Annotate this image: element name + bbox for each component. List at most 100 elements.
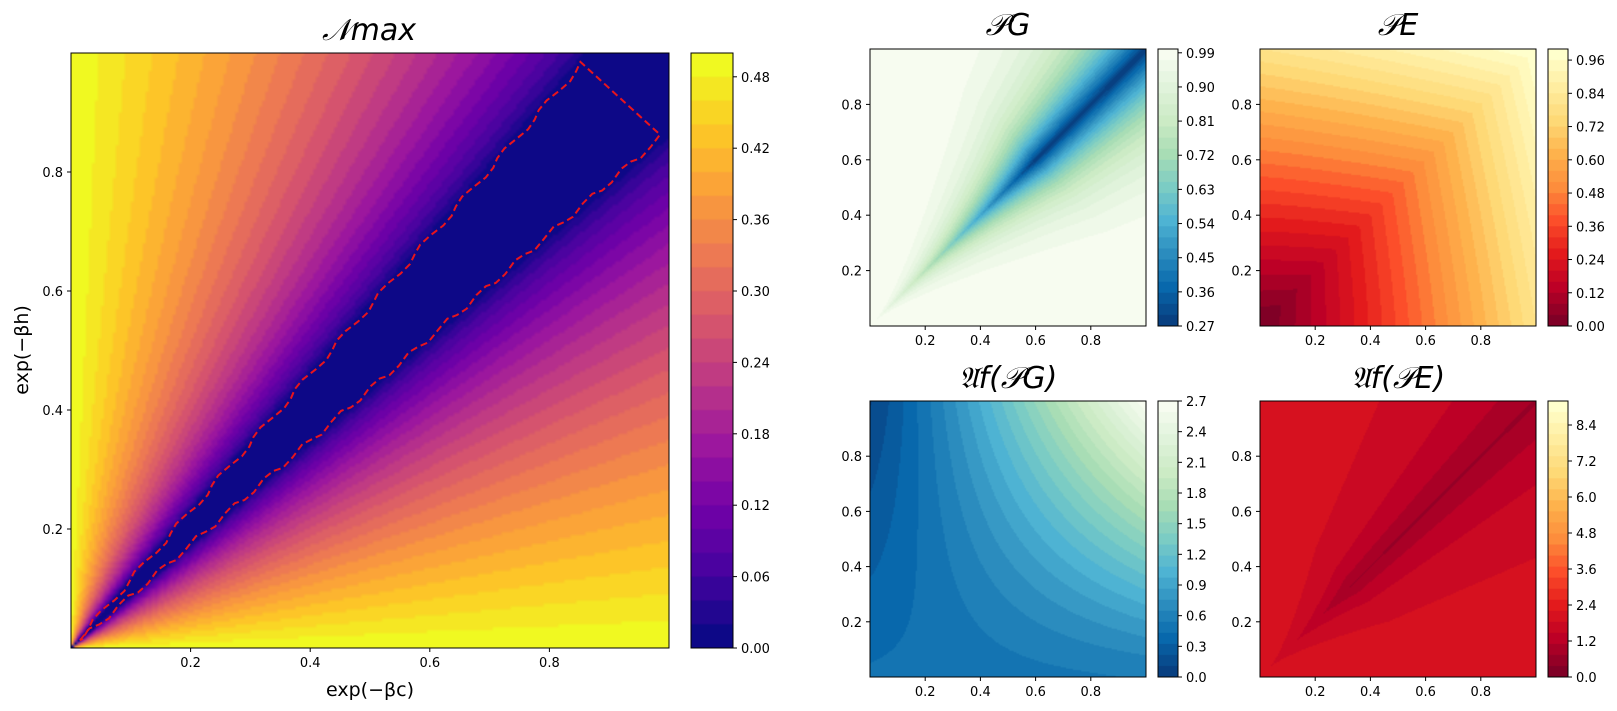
afpe-y-tick-label: 0.8 [1231,450,1252,465]
afpg-colorbar-tick-label: 0.6 [1186,610,1207,625]
pe-colorbar-frame [1547,48,1569,327]
afpe-colorbar-tick-label: 3.6 [1576,563,1597,578]
afpe-colorbar-tick-label: 8.4 [1576,419,1597,434]
pg-colorbar-tick-label: 0.81 [1186,115,1215,130]
nmax-y-tick-label: 0.8 [42,166,63,181]
pe-colorbar [1548,49,1568,326]
afpg-x-ticks: 0.2 0.4 0.6 0.8 [915,677,1101,700]
pe-y-tick-label: 0.2 [1231,265,1252,280]
pe-x-tick-label: 0.6 [1415,334,1436,349]
pg-colorbar-tick-label: 0.72 [1186,149,1215,164]
pe-colorbar-tick-label: 0.24 [1576,254,1605,269]
pg-colorbar-tick-label: 0.36 [1186,286,1215,301]
pg-colorbar-ticks: 0.27 0.36 0.45 0.54 0.63 0.72 0.81 0.90 0.99 [1178,47,1215,335]
pg-colorbar-tick-label: 0.27 [1186,320,1215,335]
nmax-y-tick-label: 0.4 [42,404,63,419]
afpg-colorbar-tick-label: 2.4 [1186,426,1207,441]
nmax-y-tick-label: 0.2 [42,523,63,538]
pg-x-tick-label: 0.4 [970,334,991,349]
pg-colorbar-tick-label: 0.63 [1186,183,1215,198]
pg-y-tick-label: 0.6 [841,154,862,169]
afpg-colorbar-tick-label: 0.9 [1186,579,1207,594]
pg-colorbar [1158,49,1178,326]
pe-y-tick-label: 0.8 [1231,98,1252,113]
afpe-title: 𝔄f(𝒫E) [1351,361,1445,396]
afpe-y-tick-label: 0.6 [1231,505,1252,520]
afpe-colorbar-tick-label: 0.0 [1576,671,1597,686]
afpe-x-tick-label: 0.4 [1360,685,1381,700]
nmax-y-ticks: 0.2 0.4 0.6 0.8 [42,166,71,538]
afpg-colorbar-ticks: 0.0 0.3 0.6 0.9 1.2 1.5 1.8 2.1 2.4 2.7 [1178,395,1207,686]
pg-frame [869,48,1147,327]
pe-colorbar-tick-label: 0.60 [1576,154,1605,169]
pe-x-tick-label: 0.2 [1305,334,1326,349]
nmax-x-label: exp(−βc) [326,679,414,701]
afpg-colorbar-frame [1157,400,1179,678]
pe-title: 𝒫E [1378,8,1419,43]
pg-x-tick-label: 0.2 [915,334,936,349]
pe-y-tick-label: 0.4 [1231,209,1252,224]
nmax-colorbar-tick-label: 0.06 [741,571,770,586]
pe-colorbar-tick-label: 0.48 [1576,187,1605,202]
nmax-colorbar-frame [690,52,734,649]
pg-colorbar-tick-label: 0.45 [1186,252,1215,267]
afpe-colorbar-tick-label: 4.8 [1576,527,1597,542]
nmax-y-tick-label: 0.6 [42,285,63,300]
pe-x-tick-label: 0.4 [1360,334,1381,349]
pe-heatmap [1260,49,1536,326]
panel-nmax: 𝒩max 0.2 0.4 0.6 0.8 0.20.40.60.8 exp(−βc) … [11,13,770,701]
afpg-colorbar [1158,401,1178,677]
afpe-y-ticks: 0.2 0.4 0.6 0.8 [1231,450,1260,631]
afpg-colorbar-tick-label: 2.7 [1186,395,1207,410]
afpe-x-tick-label: 0.8 [1470,685,1491,700]
pg-colorbar-tick-label: 0.99 [1186,47,1215,62]
pg-x-tick-label: 0.6 [1025,334,1046,349]
afpg-colorbar-tick-label: 1.8 [1186,487,1207,502]
nmax-colorbar-tick-label: 0.24 [741,356,770,371]
afpe-colorbar-tick-label: 6.0 [1576,491,1597,506]
pg-colorbar-frame [1157,48,1179,327]
pg-x-ticks: 0.2 0.4 0.6 0.8 [915,326,1101,349]
afpe-y-tick-label: 0.4 [1231,561,1252,576]
pe-frame [1259,48,1537,327]
afpg-x-tick-label: 0.2 [915,685,936,700]
afpe-x-ticks: 0.2 0.4 0.6 0.8 [1305,677,1491,700]
afpg-x-tick-label: 0.6 [1025,685,1046,700]
nmax-y-label: exp(−βh) [11,305,33,395]
nmax-colorbar [691,53,733,648]
pg-y-tick-label: 0.4 [841,209,862,224]
pe-colorbar-ticks: 0.00 0.12 0.24 0.36 0.48 0.60 0.72 0.84 0.96 [1568,54,1605,335]
pg-colorbar-tick-label: 0.90 [1186,81,1215,96]
nmax-x-tick-label: 0.4 [300,656,321,671]
pe-x-tick-label: 0.8 [1470,334,1491,349]
nmax-colorbar-tick-label: 0.12 [741,499,770,514]
afpe-colorbar-frame [1547,400,1569,678]
nmax-title: 𝒩max [322,13,416,48]
afpe-frame [1259,400,1537,678]
nmax-colorbar-tick-label: 0.36 [741,214,770,229]
afpg-colorbar-tick-label: 0.3 [1186,640,1207,655]
panel-pe: 𝒫E 0.2 0.4 0.6 0.8 0.2 0.4 0.6 0.8 0.00 0.12 0.2… [1231,8,1605,349]
afpg-colorbar-tick-label: 1.2 [1186,548,1207,563]
nmax-x-tick-label: 0.2 [180,656,201,671]
pe-y-tick-label: 0.6 [1231,154,1252,169]
pe-colorbar-tick-label: 0.96 [1576,54,1605,69]
afpg-colorbar-tick-label: 0.0 [1186,671,1207,686]
afpg-heatmap [870,401,1146,677]
afpg-y-tick-label: 0.2 [841,616,862,631]
pe-colorbar-tick-label: 0.84 [1576,87,1605,102]
pg-colorbar-tick-label: 0.54 [1186,218,1215,233]
nmax-x-ticks: 0.2 0.4 0.6 0.8 [180,648,560,671]
pe-colorbar-tick-label: 0.12 [1576,287,1605,302]
pg-x-tick-label: 0.8 [1080,334,1101,349]
pg-y-tick-label: 0.2 [841,265,862,280]
nmax-colorbar-tick-label: 0.42 [741,142,770,157]
afpg-colorbar-tick-label: 2.1 [1186,456,1207,471]
afpg-y-tick-label: 0.8 [841,450,862,465]
afpg-colorbar-tick-label: 1.5 [1186,518,1207,533]
pe-y-ticks: 0.2 0.4 0.6 0.8 [1231,98,1260,280]
nmax-colorbar-tick-label: 0.00 [741,642,770,657]
nmax-dashed-contour [79,60,662,642]
nmax-heatmap [71,53,669,648]
